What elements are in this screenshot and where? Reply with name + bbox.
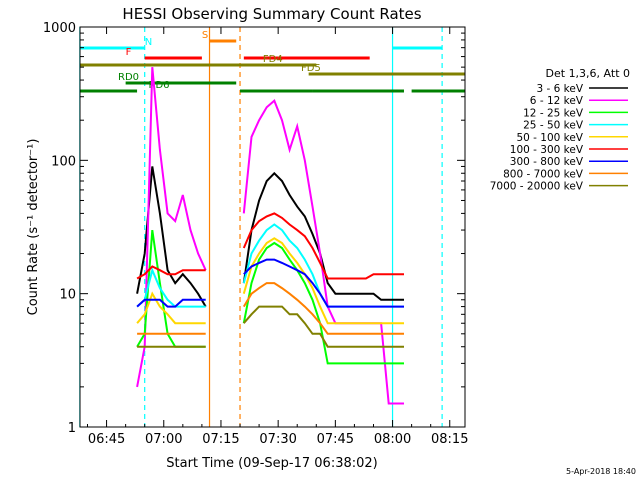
footer-date: 5-Apr-2018 18:40 bbox=[566, 467, 636, 476]
legend-label-3-6-kev: 3 - 6 keV bbox=[536, 83, 583, 95]
series-line-300-800-kev bbox=[136, 258, 404, 308]
y-axis-label: Count Rate (s⁻¹ detector⁻¹) bbox=[26, 139, 41, 316]
legend-label-50-100-kev: 50 - 100 keV bbox=[516, 132, 583, 144]
x-axis: 06:45 07:00 07:15 07:30 07:45 08:00 08:15 bbox=[86, 27, 468, 447]
chart-title: HESSI Observing Summary Count Rates bbox=[122, 5, 421, 23]
legend-label-25-50-kev: 25 - 50 keV bbox=[523, 120, 584, 132]
flag-label-f: F bbox=[126, 47, 132, 58]
series-line-3-6-kev bbox=[136, 166, 404, 308]
legend-label-100-300-kev: 100 - 300 keV bbox=[510, 144, 584, 156]
series-line-12-25-kev bbox=[136, 229, 404, 365]
y-axis: 1 10 100 1000 bbox=[43, 21, 465, 436]
flag-bars: N S F FD4 FD5 RD0 RD6 bbox=[79, 30, 465, 93]
y-tick-label: 1000 bbox=[43, 21, 76, 36]
y-tick-label: 10 bbox=[59, 288, 76, 303]
x-tick-label: 07:30 bbox=[259, 432, 296, 447]
y-tick-label: 100 bbox=[51, 154, 76, 169]
series-lines bbox=[136, 67, 404, 405]
flag-label-s: S bbox=[202, 30, 208, 41]
x-tick-label: 08:00 bbox=[374, 432, 411, 447]
x-axis-label: Start Time (09-Sep-17 06:38:02) bbox=[166, 456, 377, 471]
x-tick-label: 06:45 bbox=[88, 432, 125, 447]
x-tick-label: 07:00 bbox=[145, 432, 182, 447]
legend-label-7000-20000-kev: 7000 - 20000 keV bbox=[490, 181, 584, 193]
legend-label-12-25-kev: 12 - 25 keV bbox=[523, 107, 584, 119]
x-tick-label: 08:15 bbox=[431, 432, 468, 447]
plot-area-frame bbox=[79, 26, 466, 428]
flag-label-n: N bbox=[145, 37, 152, 48]
flag-label-rd0: RD0 bbox=[118, 72, 139, 83]
legend-label-300-800-kev: 300 - 800 keV bbox=[510, 156, 584, 168]
flag-label-fd4: FD4 bbox=[263, 54, 283, 65]
series-line-7000-20000-kev bbox=[137, 305, 404, 348]
flag-label-rd6: RD6 bbox=[149, 80, 170, 91]
flag-label-fd5: FD5 bbox=[301, 63, 321, 74]
legend-label-6-12-kev: 6 - 12 keV bbox=[530, 95, 584, 107]
series-line-50-100-kev bbox=[136, 237, 404, 325]
vertical-markers bbox=[79, 27, 443, 427]
series-line-100-300-kev bbox=[136, 212, 404, 280]
legend-title: Det 1,3,6, Att 0 bbox=[546, 67, 630, 80]
y-tick-label: 1 bbox=[68, 421, 76, 436]
legend-label-800-7000-kev: 800 - 7000 keV bbox=[503, 168, 584, 180]
series-line-800-7000-kev bbox=[137, 282, 404, 335]
x-tick-label: 07:15 bbox=[202, 432, 239, 447]
x-tick-label: 07:45 bbox=[317, 432, 354, 447]
series-line-6-12-kev bbox=[136, 67, 404, 405]
